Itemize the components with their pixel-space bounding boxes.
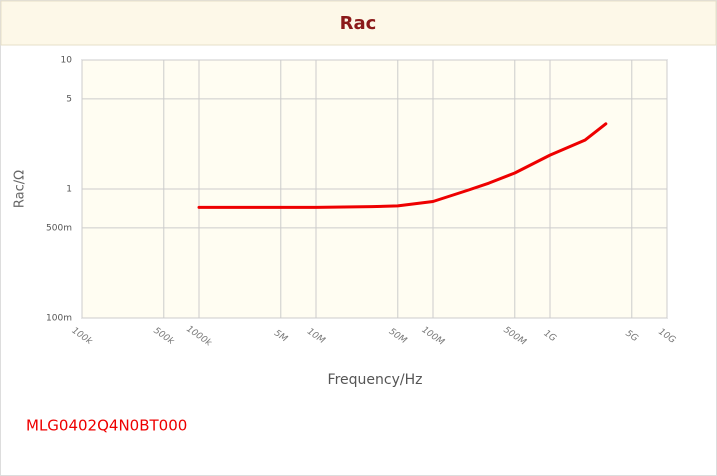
y-tick-label: 500m (46, 223, 72, 233)
y-axis-label: Rac/Ω (13, 170, 28, 208)
chart-title: Rac (340, 13, 377, 34)
y-tick-label: 1 (66, 185, 72, 195)
y-tick-label: 10 (61, 56, 73, 66)
y-tick-label: 100m (46, 314, 72, 324)
x-axis-label: Frequency/Hz (328, 372, 423, 388)
legend-label: MLG0402Q4N0BT000 (26, 417, 187, 435)
line (197, 122, 608, 209)
y-tick-label: 5 (66, 94, 72, 104)
header (0, 0, 717, 46)
